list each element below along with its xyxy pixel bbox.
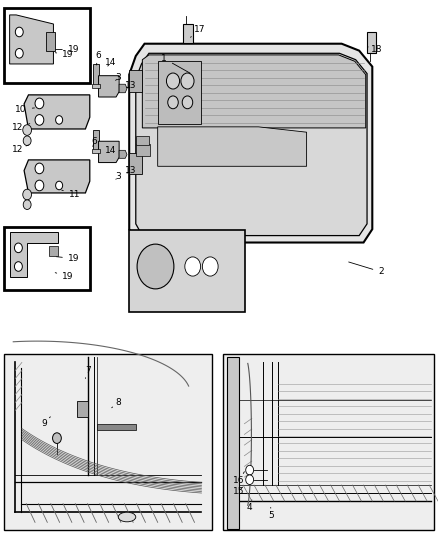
Circle shape — [56, 116, 63, 124]
Polygon shape — [119, 84, 127, 93]
Polygon shape — [77, 401, 88, 417]
Polygon shape — [97, 424, 136, 430]
Polygon shape — [129, 70, 142, 92]
Circle shape — [15, 27, 23, 37]
Circle shape — [166, 73, 180, 89]
Text: 2: 2 — [349, 262, 384, 276]
Polygon shape — [24, 95, 90, 129]
Text: 7: 7 — [85, 366, 91, 378]
Text: 6: 6 — [91, 137, 97, 147]
Circle shape — [246, 475, 254, 484]
Polygon shape — [129, 153, 142, 174]
Polygon shape — [119, 150, 127, 158]
Polygon shape — [136, 144, 150, 156]
Polygon shape — [49, 246, 58, 256]
Polygon shape — [99, 141, 119, 163]
Text: 18: 18 — [368, 45, 382, 53]
Circle shape — [23, 125, 32, 135]
Text: 9: 9 — [41, 417, 50, 428]
Text: 14: 14 — [105, 59, 116, 67]
Text: 5: 5 — [268, 507, 275, 520]
Polygon shape — [4, 8, 90, 83]
Text: 3: 3 — [115, 173, 121, 181]
Circle shape — [35, 163, 44, 174]
Polygon shape — [142, 55, 366, 128]
Polygon shape — [367, 32, 376, 53]
Text: 3: 3 — [115, 73, 121, 82]
Polygon shape — [183, 24, 193, 43]
Text: 19: 19 — [55, 272, 74, 281]
Circle shape — [202, 257, 218, 276]
Text: 13: 13 — [125, 81, 136, 90]
Text: 6: 6 — [95, 52, 102, 65]
Text: 19: 19 — [55, 51, 74, 59]
Circle shape — [137, 244, 174, 289]
Circle shape — [23, 189, 32, 200]
Circle shape — [53, 433, 61, 443]
Circle shape — [14, 262, 22, 271]
Text: 19: 19 — [50, 45, 79, 54]
Polygon shape — [92, 84, 100, 88]
Circle shape — [14, 243, 22, 253]
Text: 4: 4 — [247, 500, 252, 512]
Polygon shape — [158, 127, 307, 166]
Polygon shape — [93, 130, 99, 150]
Text: 8: 8 — [112, 398, 121, 408]
Polygon shape — [129, 230, 245, 312]
Polygon shape — [99, 76, 119, 97]
Circle shape — [23, 200, 31, 209]
Text: 10: 10 — [15, 105, 35, 114]
Text: 1: 1 — [161, 54, 190, 73]
Polygon shape — [158, 61, 201, 124]
Text: 17: 17 — [191, 25, 205, 37]
Polygon shape — [129, 44, 372, 243]
Text: 19: 19 — [56, 254, 79, 263]
Circle shape — [168, 96, 178, 109]
Polygon shape — [136, 136, 149, 145]
Text: 14: 14 — [105, 146, 116, 155]
Circle shape — [35, 98, 44, 109]
Polygon shape — [227, 357, 239, 529]
Polygon shape — [4, 354, 212, 530]
Circle shape — [35, 115, 44, 125]
Text: 11: 11 — [62, 190, 80, 199]
Polygon shape — [10, 15, 53, 64]
Polygon shape — [4, 227, 90, 290]
Circle shape — [182, 96, 193, 109]
Polygon shape — [223, 354, 434, 530]
Circle shape — [246, 465, 254, 475]
Polygon shape — [136, 53, 367, 236]
Circle shape — [181, 73, 194, 89]
Text: 12: 12 — [12, 124, 30, 132]
Circle shape — [56, 181, 63, 190]
Text: 12: 12 — [12, 145, 28, 154]
Circle shape — [185, 257, 201, 276]
Circle shape — [35, 180, 44, 191]
Text: 13: 13 — [125, 166, 136, 175]
Polygon shape — [46, 32, 55, 51]
Text: 16: 16 — [233, 472, 244, 485]
Polygon shape — [92, 149, 100, 153]
Ellipse shape — [118, 512, 136, 522]
Polygon shape — [24, 160, 90, 193]
Polygon shape — [93, 64, 99, 85]
Polygon shape — [10, 232, 58, 277]
Circle shape — [23, 136, 31, 146]
Text: 15: 15 — [233, 487, 244, 496]
Circle shape — [15, 49, 23, 58]
